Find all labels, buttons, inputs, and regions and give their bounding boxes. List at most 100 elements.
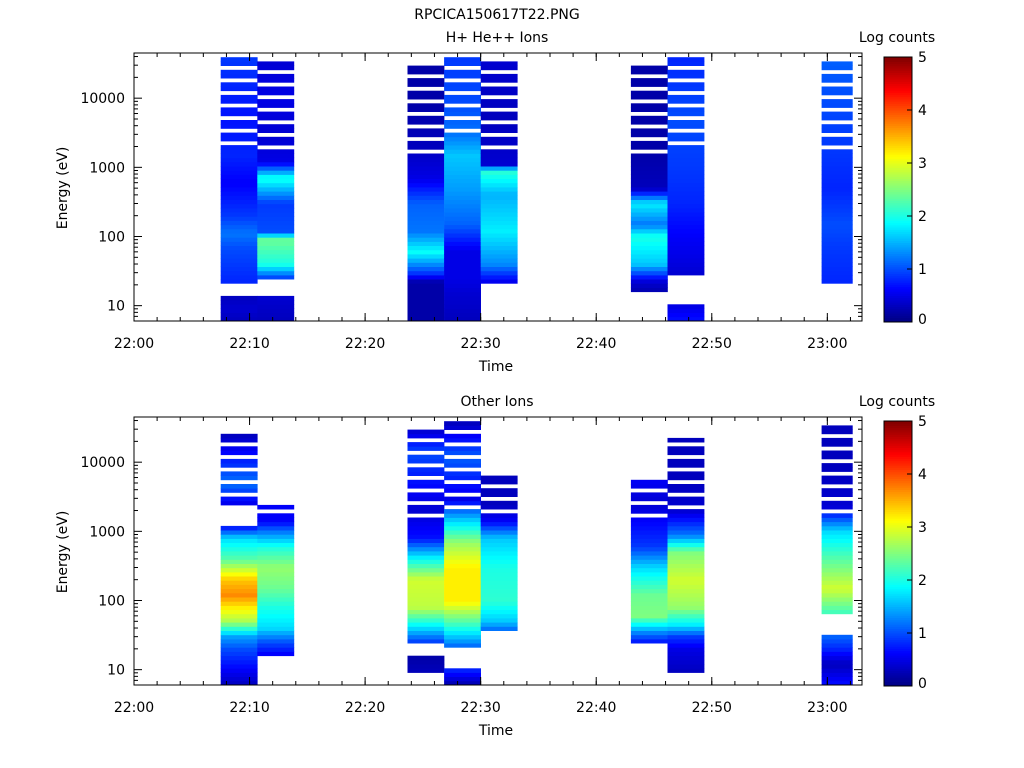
energy-bin <box>630 626 668 631</box>
colorbar-strip <box>884 216 912 219</box>
energy-bin <box>821 266 853 272</box>
x-tick-label: 22:30 <box>460 336 500 352</box>
energy-bin <box>257 212 295 217</box>
energy-bin <box>407 270 445 276</box>
energy-bin <box>407 237 445 242</box>
energy-bin <box>667 530 705 535</box>
colorbar-strip <box>884 474 912 477</box>
energy-bin <box>821 442 853 447</box>
energy-bin <box>407 279 445 284</box>
energy-bin <box>407 182 445 188</box>
energy-bin <box>630 161 668 167</box>
energy-bin <box>630 542 668 548</box>
energy-bin <box>220 266 258 272</box>
energy-bin <box>407 161 445 167</box>
colorbar-strip <box>884 639 912 643</box>
energy-bin <box>220 136 258 142</box>
energy-bin <box>257 199 295 205</box>
energy-bin <box>220 245 258 251</box>
energy-bin <box>630 94 668 100</box>
energy-bin <box>444 488 481 493</box>
colorbar-strip <box>884 482 912 486</box>
colorbar-strip <box>884 260 912 263</box>
energy-bin <box>821 580 853 585</box>
colorbar-strip <box>884 644 912 647</box>
energy-bin <box>821 475 853 481</box>
colorbar-label-h-he-ions: Log counts <box>859 30 935 46</box>
energy-bin <box>821 258 853 263</box>
energy-bin <box>220 279 258 284</box>
colorbar-tick-label: 5 <box>918 414 927 430</box>
energy-bin <box>444 626 481 631</box>
energy-bin <box>480 534 518 539</box>
colorbar-tick-label: 1 <box>918 626 927 642</box>
energy-bin <box>630 224 668 230</box>
energy-bin <box>630 580 668 585</box>
energy-bin <box>480 504 518 510</box>
energy-bin <box>220 542 258 548</box>
energy-bin <box>444 571 481 577</box>
colorbar-strip <box>884 94 912 98</box>
energy-bin <box>667 555 705 560</box>
colorbar-strip <box>884 171 912 175</box>
energy-bin <box>821 228 853 234</box>
energy-bin <box>480 274 518 280</box>
colorbar-strip <box>884 553 912 557</box>
energy-bin <box>257 220 295 226</box>
energy-bin <box>480 479 518 485</box>
energy-bin <box>257 634 295 640</box>
colorbar-label-other-ions: Log counts <box>859 394 935 410</box>
colorbar-strip <box>884 670 912 674</box>
energy-bin <box>667 228 705 234</box>
energy-bin <box>407 187 445 192</box>
energy-bin <box>821 220 853 226</box>
colorbar-strip <box>884 74 912 78</box>
energy-bin <box>257 178 295 184</box>
energy-bin <box>480 220 518 226</box>
energy-bin <box>444 266 481 272</box>
energy-bin <box>220 450 258 456</box>
energy-bin <box>220 82 258 87</box>
colorbar-strip <box>884 185 912 188</box>
energy-bin <box>821 651 853 657</box>
energy-bin <box>630 203 668 209</box>
colorbar-strip <box>884 679 912 683</box>
colorbar-strip <box>884 291 912 294</box>
x-tick-label: 22:10 <box>229 700 269 716</box>
energy-bin <box>480 216 518 221</box>
colorbar-strip <box>884 438 912 442</box>
axes-other-ions: 22:00 22:10 22:20 22:30 22:40 22:50 23:00 10 100… <box>80 417 862 716</box>
energy-bin <box>667 82 705 87</box>
energy-bin <box>407 634 445 640</box>
colorbar-strip <box>884 659 912 663</box>
time-column-7 <box>667 57 705 322</box>
colorbar-strip <box>884 134 912 137</box>
colorbar-strip <box>884 485 912 488</box>
colorbar-strip <box>884 641 912 645</box>
energy-bin <box>220 191 258 196</box>
energy-bin <box>407 542 445 548</box>
energy-bin <box>480 224 518 230</box>
energy-bin <box>667 203 705 209</box>
energy-bin <box>630 484 668 489</box>
colorbar-strip <box>884 568 912 572</box>
colorbar-strip <box>884 454 912 457</box>
energy-bin <box>667 120 705 125</box>
energy-bin <box>480 538 518 543</box>
energy-bin <box>821 571 853 577</box>
energy-bin <box>220 597 258 602</box>
colorbar-strip <box>884 462 912 466</box>
colorbar-strip <box>884 182 912 186</box>
panel-other-ions: Other Ions 22:00 22:10 22:20 22:30 22:40 22:5… <box>55 394 935 739</box>
energy-bin <box>257 124 295 129</box>
energy-bin <box>667 304 705 309</box>
energy-bin <box>821 605 853 610</box>
colorbar-strip <box>884 308 912 312</box>
energy-bin <box>667 237 705 242</box>
colorbar-strip <box>884 160 912 164</box>
energy-bin <box>444 157 481 163</box>
energy-bin <box>220 207 258 213</box>
energy-bin <box>220 216 258 221</box>
energy-bin <box>257 115 295 121</box>
energy-bin <box>407 300 445 305</box>
